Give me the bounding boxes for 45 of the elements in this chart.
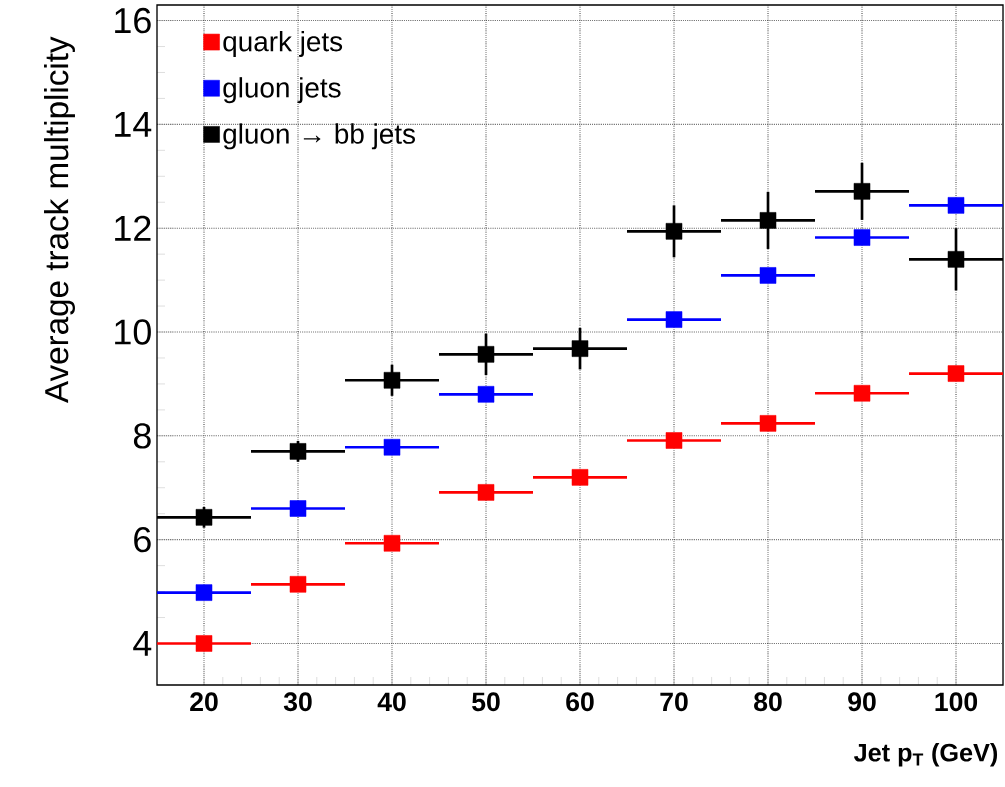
- point: [947, 251, 965, 268]
- point: [665, 432, 683, 449]
- point: [289, 500, 307, 517]
- legend-label: gluon → bb jets: [223, 123, 415, 150]
- point: [383, 372, 401, 389]
- x-tick-label: 20: [190, 692, 218, 712]
- x-tick-label: 60: [566, 692, 594, 712]
- y-tick-label: 14: [115, 112, 152, 137]
- y-tick-label: 6: [134, 526, 151, 553]
- point: [571, 340, 589, 357]
- point: [571, 469, 589, 486]
- legend-label: quark jets: [223, 30, 343, 57]
- x-tick-label: 30: [283, 692, 312, 712]
- point: [383, 438, 401, 456]
- legend-label: gluon jets: [223, 77, 341, 104]
- x-tick-label: 90: [848, 692, 876, 712]
- point: [477, 484, 495, 501]
- y-tick-label: 10: [115, 319, 151, 345]
- point: [759, 212, 777, 229]
- point: [759, 267, 777, 284]
- y-tick-label: 4: [133, 631, 152, 656]
- y-tick-label: 8: [133, 423, 151, 449]
- point: [665, 223, 683, 240]
- point: [289, 576, 307, 593]
- y-tick-label: 16: [115, 7, 151, 34]
- x-tick-label: 80: [754, 692, 782, 712]
- point: [759, 415, 777, 432]
- point: [195, 584, 213, 601]
- point: [853, 183, 871, 200]
- point: [195, 635, 213, 652]
- x-tick-label: 50: [472, 692, 500, 712]
- point: [853, 229, 871, 246]
- point: [383, 535, 401, 552]
- y-axis-title: Average track multiplicity: [44, 36, 75, 403]
- y-tick-label: 12: [115, 215, 151, 241]
- point: [947, 197, 965, 214]
- point: [477, 346, 495, 363]
- point: [947, 365, 965, 382]
- point: [665, 311, 683, 328]
- x-tick-label: 100: [935, 692, 978, 712]
- point: [477, 386, 495, 403]
- x-tick-label: 70: [660, 692, 688, 712]
- x-axis-title: Jet p$_{T}$ (GeV): [854, 743, 998, 767]
- point: [853, 385, 871, 402]
- x-tick-label: 40: [377, 692, 406, 712]
